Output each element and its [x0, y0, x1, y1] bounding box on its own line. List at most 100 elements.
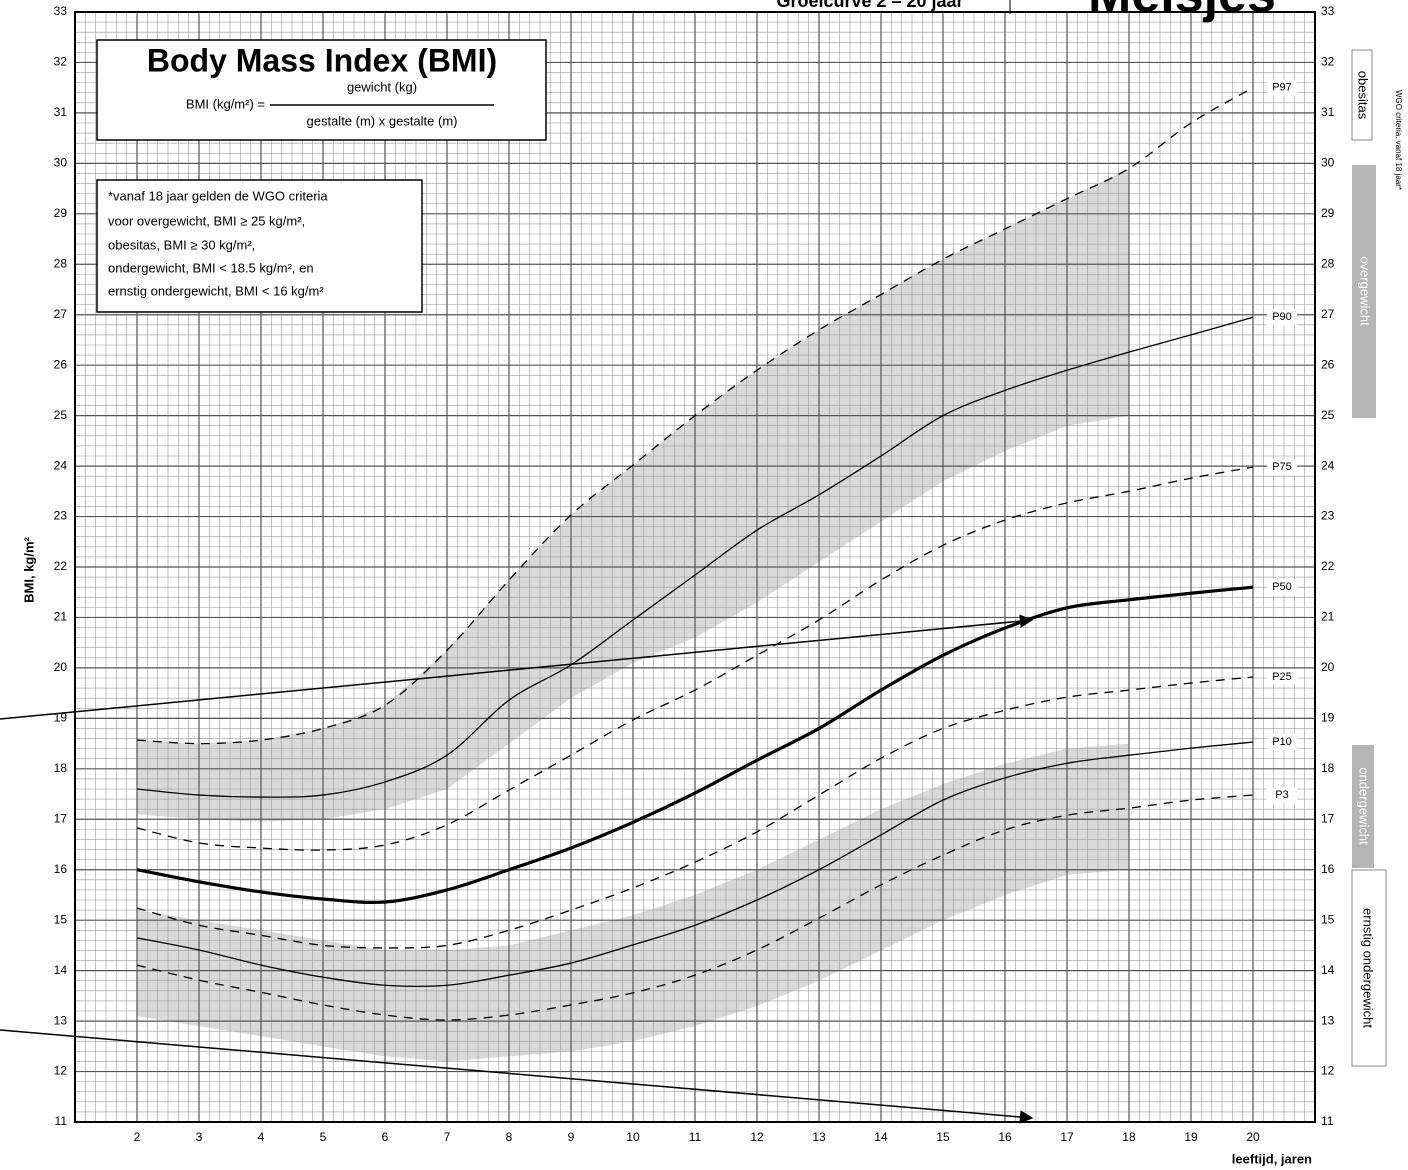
obesity-label: obesitas — [1356, 71, 1371, 120]
y-tick-label-right: 29 — [1321, 206, 1335, 220]
series-label-bg — [1267, 734, 1297, 751]
percentile-line — [136, 316, 1254, 798]
y-tick-label-right: 13 — [1321, 1013, 1335, 1027]
note-line: obesitas, BMI ≥ 30 kg/m², — [108, 237, 255, 252]
y-tick-label: 16 — [54, 862, 68, 876]
y-tick-label: 29 — [54, 206, 68, 220]
x-tick-label: 7 — [444, 1130, 451, 1144]
series-label: P75 — [1272, 461, 1292, 473]
y-tick-label: 31 — [54, 105, 68, 119]
x-tick-label: 20 — [1246, 1130, 1260, 1144]
x-tick-label: 15 — [936, 1130, 950, 1144]
y-tick-label-right: 12 — [1321, 1064, 1335, 1078]
severe-underweight-label: ernstig ondergewicht — [1361, 908, 1376, 1028]
x-tick-label: 2 — [134, 1130, 141, 1144]
percentile-line — [136, 466, 1254, 851]
series-label-bg — [1267, 79, 1297, 96]
x-tick-label: 9 — [568, 1130, 575, 1144]
y-tick-label: 18 — [54, 761, 68, 775]
y-tick-label: 32 — [54, 55, 68, 69]
percentile-line — [136, 741, 1254, 988]
header-title: Meisjes — [1088, 0, 1276, 24]
y-tick-label: 15 — [54, 912, 68, 926]
y-tick-label-right: 27 — [1321, 307, 1335, 321]
series-label-bg — [1267, 309, 1297, 326]
y-tick-label-right: 33 — [1321, 4, 1335, 18]
y-tick-label: 22 — [54, 559, 68, 573]
y-tick-label-right: 14 — [1321, 963, 1335, 977]
x-tick-label: 12 — [750, 1130, 764, 1144]
x-axis-label: leeftijd, jaren — [1232, 1151, 1312, 1166]
y-tick-label: 14 — [54, 963, 68, 977]
severe-underweight-box — [1351, 869, 1387, 1067]
note-line: voor overgewicht, BMI ≥ 25 kg/m², — [108, 213, 305, 228]
y-tick-label: 12 — [54, 1064, 68, 1078]
y-axis-label: BMI, kg/m² — [21, 536, 36, 602]
note-line: ernstig ondergewicht, BMI < 16 kg/m² — [108, 283, 324, 298]
note-box — [96, 179, 423, 313]
grid — [75, 11, 1315, 1123]
y-tick-label-right: 19 — [1321, 711, 1335, 725]
y-tick-label: 20 — [54, 660, 68, 674]
y-tick-label: 24 — [54, 458, 68, 472]
y-tick-label-right: 16 — [1321, 862, 1335, 876]
formula-denominator: gestalte (m) x gestalte (m) — [307, 113, 458, 128]
annotation-arrow — [0, 1029, 1034, 1124]
overweight-label: overgewicht — [1358, 256, 1373, 326]
y-tick-label: 25 — [54, 408, 68, 422]
series-label-bg — [1267, 668, 1297, 685]
percentile-line — [136, 87, 1254, 745]
underweight-box — [1352, 745, 1374, 868]
x-tick-label: 11 — [689, 1130, 702, 1144]
y-tick-label: 23 — [54, 509, 68, 523]
x-tick-label: 18 — [1122, 1130, 1136, 1144]
x-tick-label: 10 — [626, 1130, 640, 1144]
y-tick-label: 19 — [54, 711, 68, 725]
y-tick-label-right: 24 — [1321, 458, 1335, 472]
y-tick-label-right: 28 — [1321, 256, 1335, 270]
overweight-box — [1352, 165, 1376, 418]
y-tick-label: 27 — [54, 307, 68, 321]
y-tick-label-right: 20 — [1321, 660, 1335, 674]
y-tick-label-right: 23 — [1321, 509, 1335, 523]
x-tick-label: 5 — [320, 1130, 327, 1144]
y-tick-label-right: 22 — [1321, 559, 1335, 573]
y-tick-label-right: 17 — [1321, 811, 1335, 825]
title-box — [96, 39, 547, 141]
y-tick-label: 13 — [54, 1013, 68, 1027]
y-tick-label: 30 — [54, 156, 68, 170]
y-tick-label: 26 — [54, 357, 68, 371]
chart-title: Body Mass Index (BMI) — [147, 42, 497, 78]
y-tick-label: 11 — [55, 1114, 68, 1128]
percentile-line — [136, 585, 1254, 905]
y-tick-label-right: 18 — [1321, 761, 1335, 775]
x-tick-label: 17 — [1060, 1130, 1074, 1144]
note-line: *vanaf 18 jaar gelden de WGO criteria — [108, 188, 328, 203]
x-tick-label: 13 — [812, 1130, 826, 1144]
series-label-bg — [1267, 459, 1297, 476]
series-label: P90 — [1272, 311, 1292, 323]
x-tick-label: 16 — [998, 1130, 1012, 1144]
note-line: ondergewicht, BMI < 18.5 kg/m², en — [108, 260, 314, 275]
y-tick-label-right: 25 — [1321, 408, 1335, 422]
x-tick-label: 3 — [196, 1130, 203, 1144]
y-tick-label-right: 11 — [1321, 1114, 1334, 1128]
lines: P97 P90 P75 P50 P25 P10 P3 — [136, 79, 1297, 1021]
series-label: P50 — [1272, 581, 1292, 593]
x-tick-label: 19 — [1184, 1130, 1198, 1144]
percentile-line — [136, 676, 1254, 949]
series-label: P97 — [1272, 82, 1292, 94]
series-label-bg — [1267, 579, 1297, 596]
y-tick-label: 17 — [54, 811, 68, 825]
series-label: P10 — [1272, 736, 1292, 748]
x-tick-label: 4 — [258, 1130, 265, 1144]
header-subtitle: Groeicurve 2 – 20 jaar — [776, 0, 963, 11]
series-label: P25 — [1272, 671, 1292, 683]
y-tick-label-right: 31 — [1321, 105, 1335, 119]
x-tick-label: 14 — [874, 1130, 888, 1144]
series-label-bg — [1267, 787, 1297, 804]
annotation-arrow — [0, 614, 1034, 720]
x-tick-label: 8 — [506, 1130, 513, 1144]
obesity-box — [1351, 49, 1373, 141]
